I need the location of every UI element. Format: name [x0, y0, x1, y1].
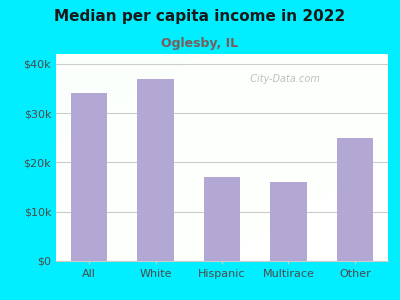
Text: Median per capita income in 2022: Median per capita income in 2022 [54, 9, 346, 24]
Text: City-Data.com: City-Data.com [244, 74, 320, 84]
Bar [71, 93, 108, 261]
Bar [204, 177, 240, 261]
Bar [336, 138, 373, 261]
Bar [270, 182, 307, 261]
Bar [137, 79, 174, 261]
Text: Oglesby, IL: Oglesby, IL [162, 38, 238, 50]
